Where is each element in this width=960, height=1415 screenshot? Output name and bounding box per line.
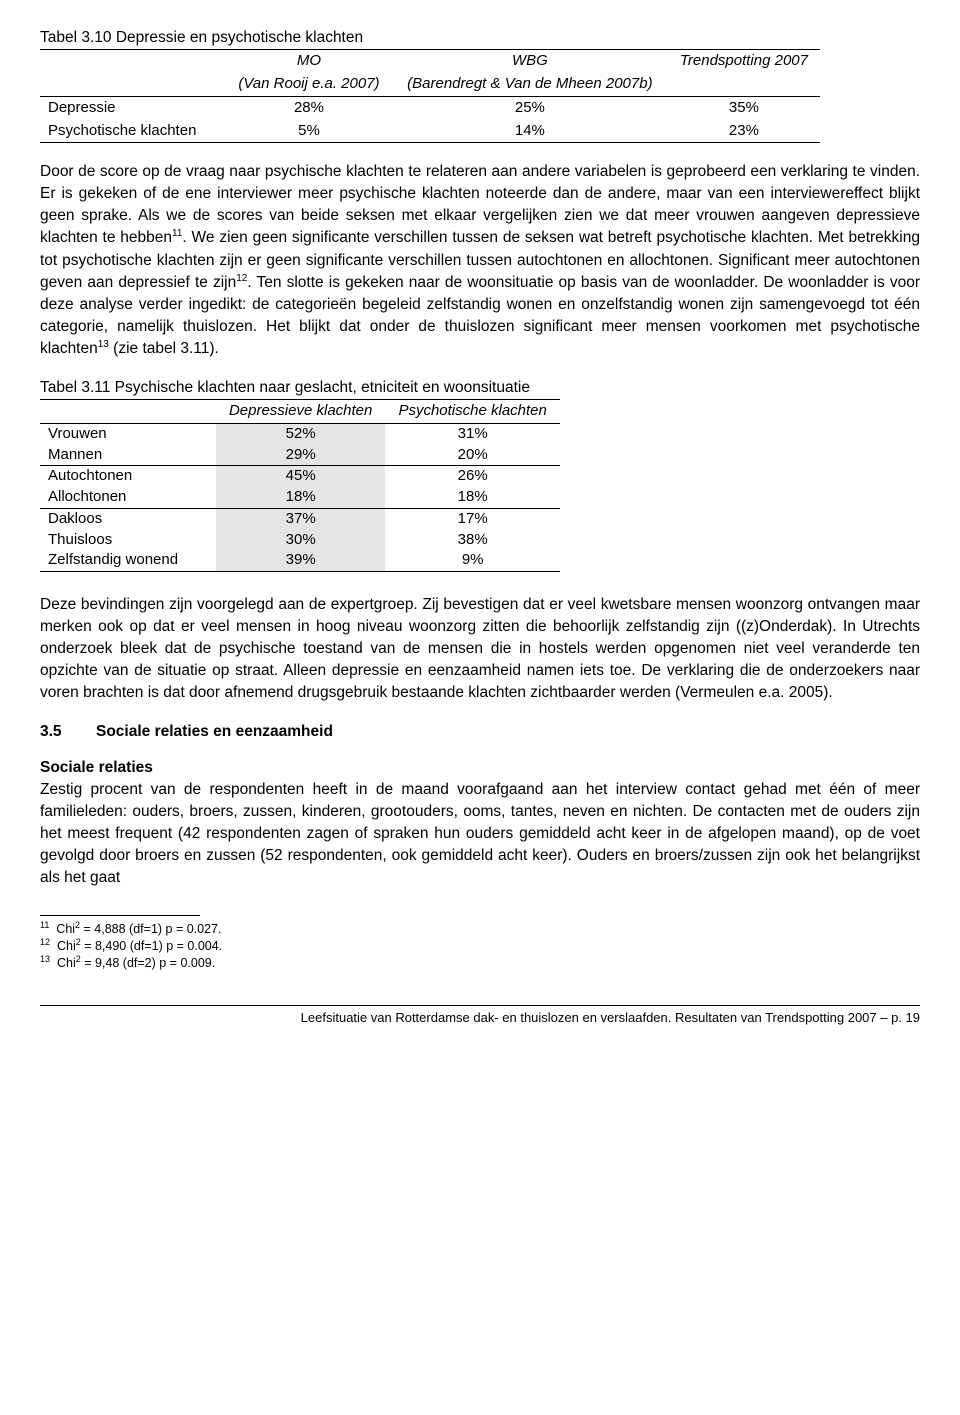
table1-title: Tabel 3.10 Depressie en psychotische kla… — [40, 28, 920, 47]
page-footer-rule — [40, 1005, 920, 1006]
row-label: Depressie — [40, 96, 226, 119]
footnote-ref-11: 11 — [172, 228, 182, 239]
table-row: Allochtonen18%18% — [40, 487, 560, 508]
subheading-sociale-relaties: Sociale relaties — [40, 758, 920, 777]
cell-psychotic: 20% — [385, 445, 560, 466]
footnote-ref-12: 12 — [236, 273, 247, 284]
table1-hdr-ts: Trendspotting 2007 — [668, 50, 820, 73]
cell-depressive: 29% — [216, 445, 385, 466]
cell-psychotic: 9% — [385, 550, 560, 571]
cell-ts: 35% — [668, 96, 820, 119]
section-title: Sociale relaties en eenzaamheid — [96, 723, 333, 740]
table-row: Psychotische klachten5%14%23% — [40, 120, 820, 143]
cell-depressive: 45% — [216, 466, 385, 487]
row-label: Autochtonen — [40, 466, 216, 487]
cell-depressive: 18% — [216, 487, 385, 508]
table-row: Zelfstandig wonend39%9% — [40, 550, 560, 571]
table1-hdr-mo-b: (Van Rooij e.a. 2007) — [226, 73, 392, 96]
paragraph-1: Door de score op de vraag naar psychisch… — [40, 161, 920, 359]
table2-hdr-c2: Psychotische klachten — [385, 400, 560, 424]
section-heading: 3.5Sociale relaties en eenzaamheid — [40, 722, 920, 741]
paragraph-2: Deze bevindingen zijn voorgelegd aan de … — [40, 594, 920, 704]
row-label: Psychotische klachten — [40, 120, 226, 143]
table1: MO WBG Trendspotting 2007 (Van Rooij e.a… — [40, 49, 820, 143]
cell-psychotic: 31% — [385, 423, 560, 444]
table1-hdr-wbg-b: (Barendregt & Van de Mheen 2007b) — [392, 73, 668, 96]
table-row: Mannen29%20% — [40, 445, 560, 466]
cell-psychotic: 38% — [385, 530, 560, 551]
row-label: Dakloos — [40, 508, 216, 529]
table2-hdr-c1: Depressieve klachten — [216, 400, 385, 424]
footnotes: 11 Chi2 = 4,888 (df=1) p = 0.027.12 Chi2… — [40, 920, 920, 971]
row-label: Allochtonen — [40, 487, 216, 508]
table2: Depressieve klachten Psychotische klacht… — [40, 399, 560, 572]
table-row: Autochtonen45%26% — [40, 466, 560, 487]
footnote-ref-13: 13 — [98, 339, 109, 350]
cell-psychotic: 18% — [385, 487, 560, 508]
footnote: 11 Chi2 = 4,888 (df=1) p = 0.027. — [40, 920, 920, 937]
page-footer: Leefsituatie van Rotterdamse dak- en thu… — [40, 1010, 920, 1026]
cell-depressive: 30% — [216, 530, 385, 551]
table-row: Dakloos37%17% — [40, 508, 560, 529]
cell-mo: 28% — [226, 96, 392, 119]
table-row: Vrouwen52%31% — [40, 423, 560, 444]
cell-wbg: 25% — [392, 96, 668, 119]
footnote: 12 Chi2 = 8,490 (df=1) p = 0.004. — [40, 937, 920, 954]
row-label: Zelfstandig wonend — [40, 550, 216, 571]
table2-title: Tabel 3.11 Psychische klachten naar gesl… — [40, 378, 920, 397]
table1-hdr-mo-a: MO — [226, 50, 392, 73]
table-row: Depressie28%25%35% — [40, 96, 820, 119]
cell-depressive: 39% — [216, 550, 385, 571]
section-number: 3.5 — [40, 722, 96, 741]
cell-mo: 5% — [226, 120, 392, 143]
cell-depressive: 37% — [216, 508, 385, 529]
row-label: Thuisloos — [40, 530, 216, 551]
table-row: Thuisloos30%38% — [40, 530, 560, 551]
row-label: Vrouwen — [40, 423, 216, 444]
cell-psychotic: 17% — [385, 508, 560, 529]
para1-part-d: (zie tabel 3.11). — [109, 340, 219, 357]
footnotes-separator — [40, 915, 200, 916]
cell-wbg: 14% — [392, 120, 668, 143]
row-label: Mannen — [40, 445, 216, 466]
paragraph-3: Zestig procent van de respondenten heeft… — [40, 779, 920, 889]
cell-psychotic: 26% — [385, 466, 560, 487]
footnote: 13 Chi2 = 9,48 (df=2) p = 0.009. — [40, 954, 920, 971]
table1-hdr-wbg-a: WBG — [392, 50, 668, 73]
cell-ts: 23% — [668, 120, 820, 143]
cell-depressive: 52% — [216, 423, 385, 444]
